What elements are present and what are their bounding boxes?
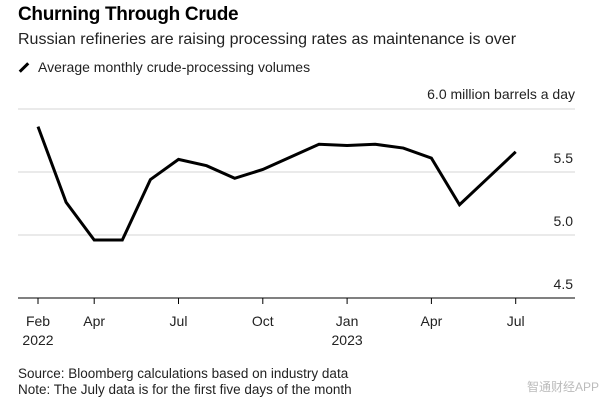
legend: Average monthly crude-processing volumes bbox=[18, 59, 310, 75]
x-tick-label: Jul bbox=[507, 313, 525, 329]
footnote: Note: The July data is for the first fiv… bbox=[18, 382, 352, 397]
x-tick-year-label: 2022 bbox=[22, 332, 53, 348]
x-tick-label: Feb bbox=[26, 313, 50, 329]
x-tick-label: Apr bbox=[421, 313, 443, 329]
x-tick-label: Apr bbox=[83, 313, 105, 329]
series-line bbox=[36, 126, 517, 242]
x-tick-label: Jul bbox=[170, 313, 188, 329]
y-axis-unit-label: 6.0 million barrels a day bbox=[427, 86, 575, 102]
watermark: 智通财经APP bbox=[526, 380, 599, 394]
legend-label: Average monthly crude-processing volumes bbox=[38, 59, 311, 75]
chart-subtitle: Russian refineries are raising processin… bbox=[18, 31, 517, 48]
y-tick-label: 5.5 bbox=[554, 150, 574, 166]
x-tick-year-label: 2023 bbox=[332, 332, 363, 348]
y-tick-label: 5.0 bbox=[554, 213, 574, 229]
x-tick-label: Oct bbox=[252, 313, 274, 329]
y-tick-label: 4.5 bbox=[554, 276, 574, 292]
x-tick-label: Jan bbox=[336, 313, 359, 329]
source-note: Source: Bloomberg calculations based on … bbox=[18, 366, 349, 381]
chart-title: Churning Through Crude bbox=[18, 4, 239, 25]
